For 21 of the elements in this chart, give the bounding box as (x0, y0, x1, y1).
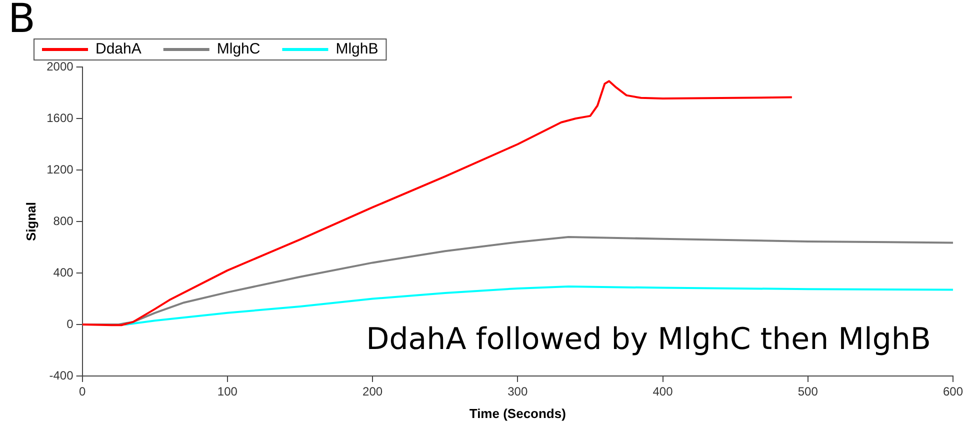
y-tick-label: 2000 (46, 59, 74, 74)
x-tick-label: 600 (942, 384, 964, 399)
y-tick-label: 0 (66, 316, 74, 331)
y-tick-label: 1200 (46, 162, 74, 176)
legend-label: MlghB (336, 40, 378, 58)
x-tick-label: 0 (78, 384, 86, 399)
x-tick-label: 200 (362, 384, 383, 399)
y-axis-title: Signal (23, 202, 38, 242)
y-tick-label: 1600 (46, 110, 74, 125)
legend-label: MlghC (216, 40, 260, 58)
x-tick-label: 100 (217, 384, 238, 399)
x-tick-label: 500 (798, 384, 818, 399)
y-tick-label: 800 (53, 214, 74, 228)
legend-label: DdahA (96, 40, 142, 58)
x-tick-label: 300 (508, 384, 528, 399)
x-axis-title: Time (Seconds) (469, 406, 566, 421)
x-tick-label: 400 (652, 384, 674, 399)
y-tick-label: 400 (53, 265, 74, 280)
text: B (8, 0, 36, 42)
y-tick-label: -400 (49, 368, 74, 382)
annotation: DdahA followed by MlghC then MlghB (366, 322, 931, 357)
